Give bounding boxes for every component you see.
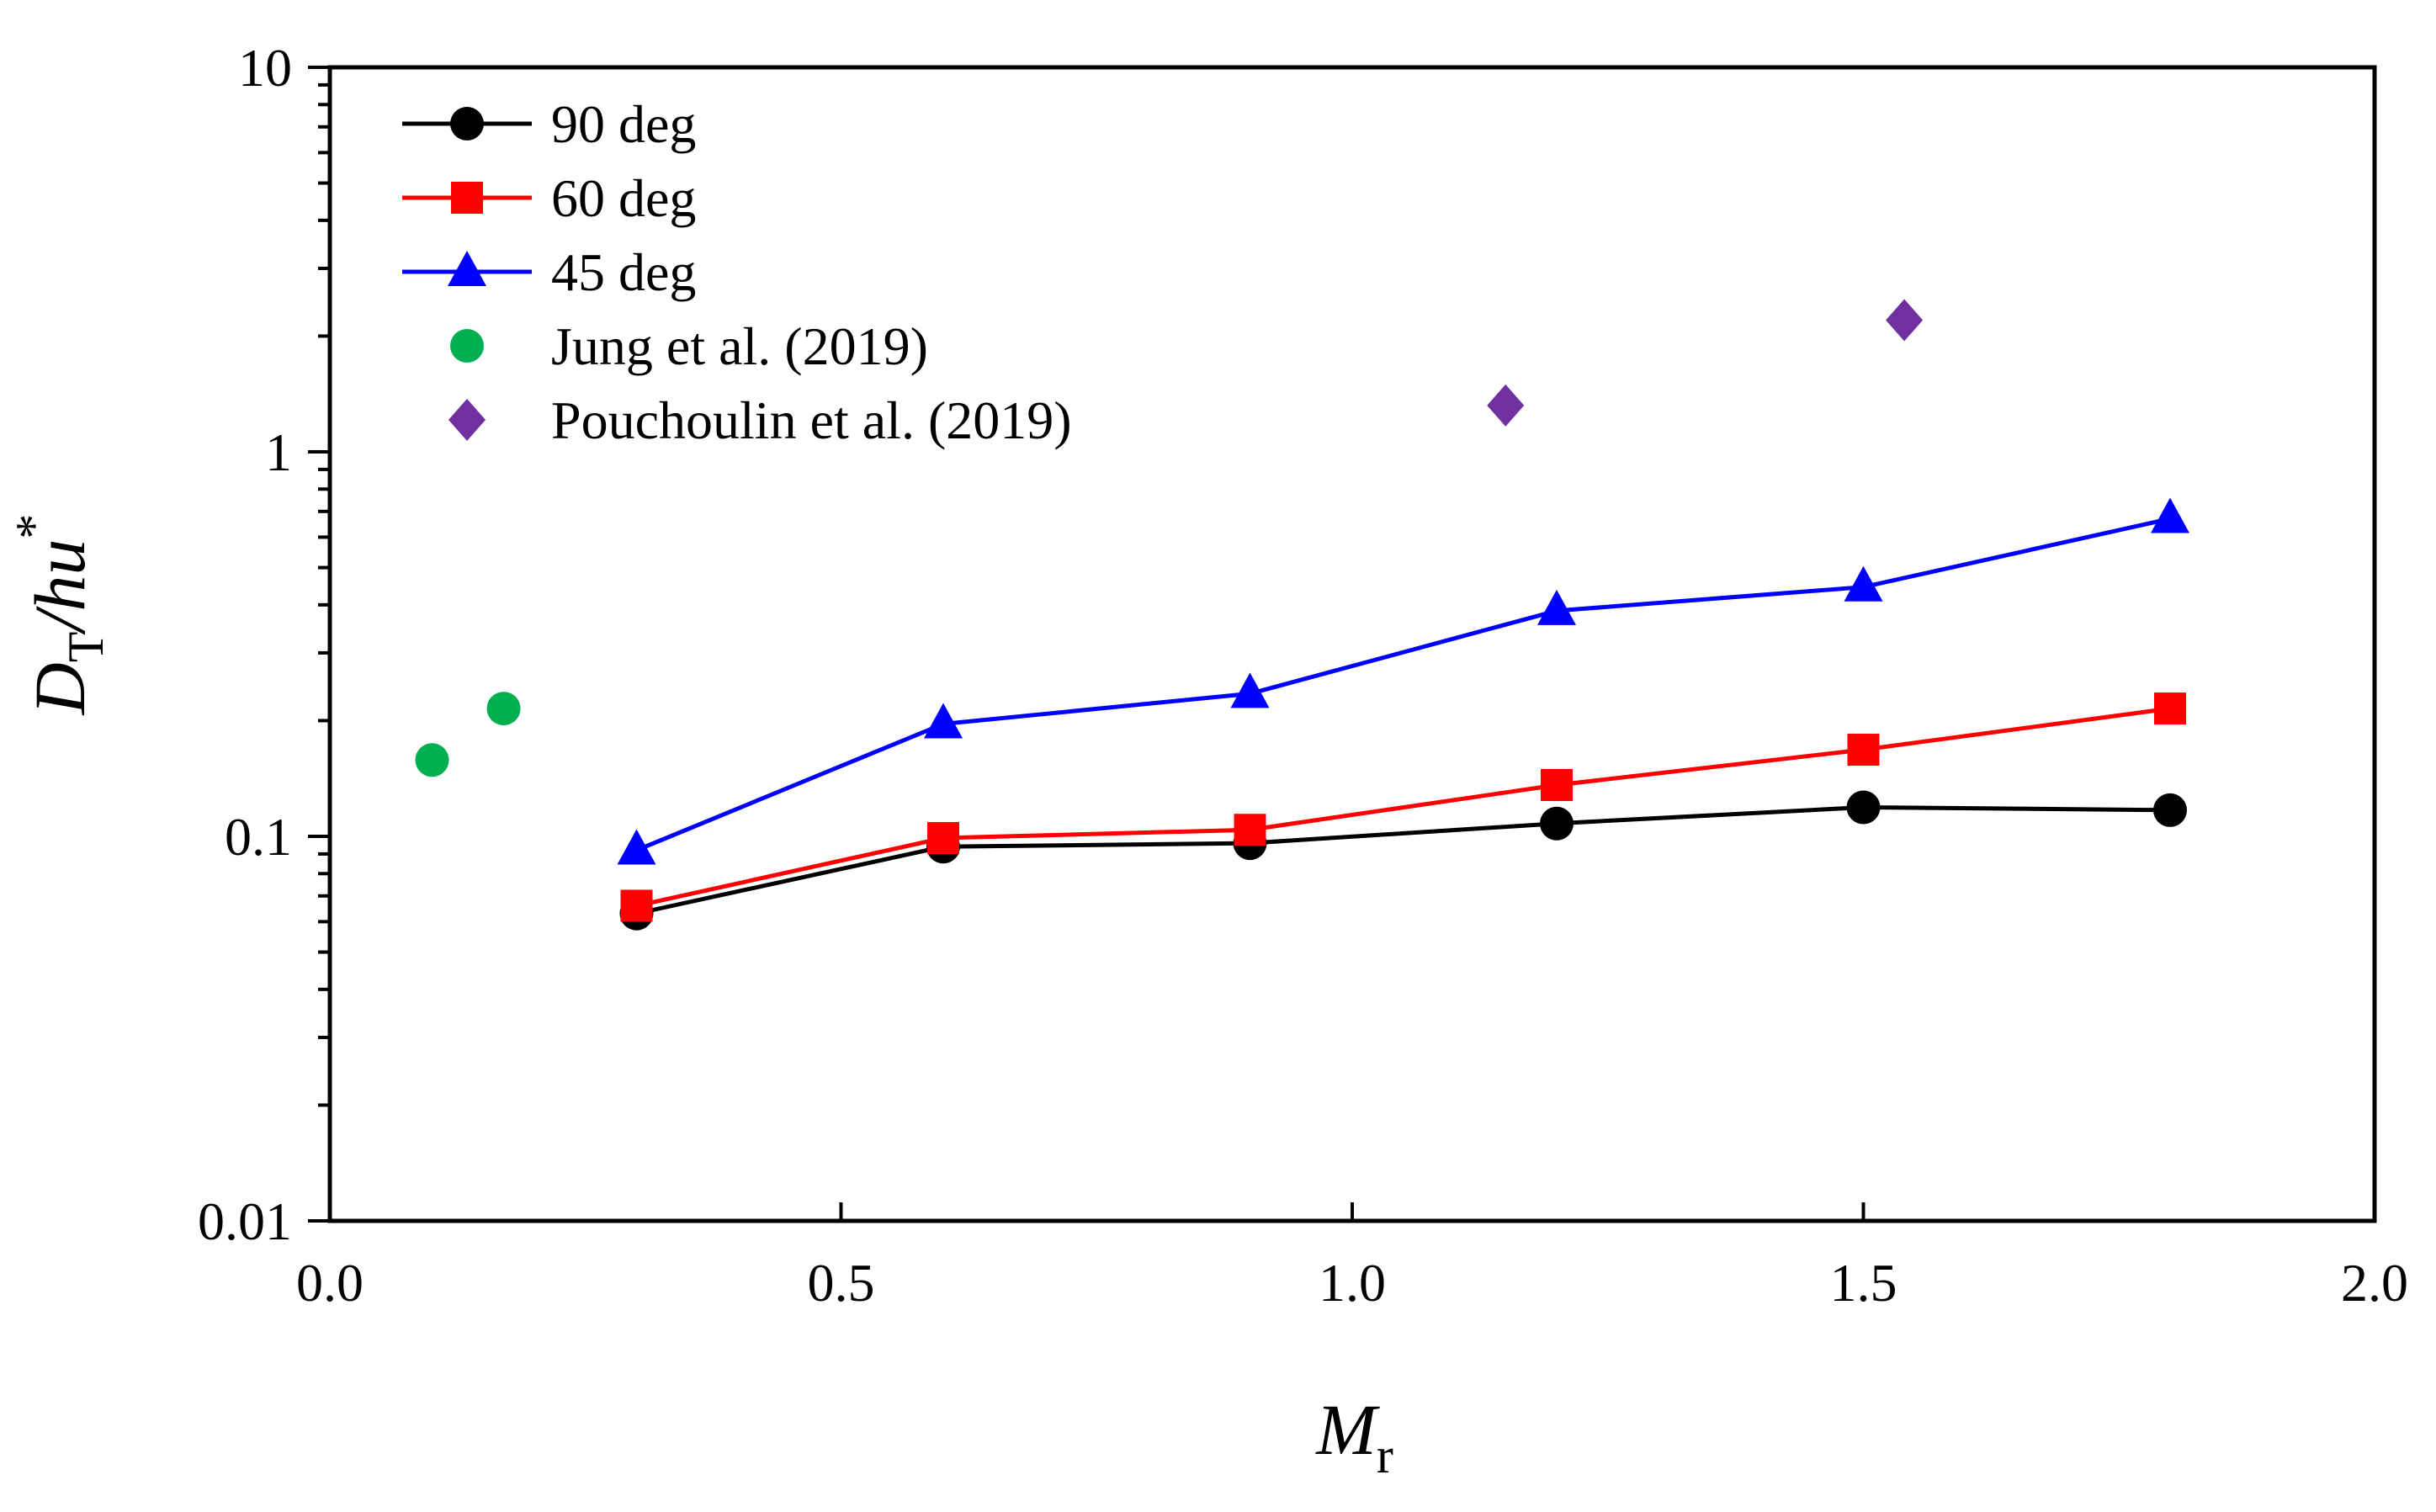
plot-border bbox=[327, 65, 2377, 1223]
data-point bbox=[415, 743, 449, 777]
series-0 bbox=[619, 790, 2187, 931]
data-point bbox=[1540, 806, 1574, 841]
y-tick-label: 10 bbox=[238, 38, 292, 98]
x-axis-title: Mr bbox=[1314, 1389, 1393, 1483]
x-tick-label: 0.0 bbox=[296, 1253, 364, 1313]
data-point bbox=[924, 703, 963, 739]
series-layer bbox=[415, 299, 2189, 931]
y-axis-ticks: 0.01 0.1 1 10 bbox=[198, 38, 330, 1251]
legend-marker bbox=[451, 182, 483, 214]
y-tick-label: 0.1 bbox=[225, 807, 292, 867]
y-tick-label: 1 bbox=[265, 422, 292, 482]
series-4 bbox=[1487, 299, 1924, 427]
series-2 bbox=[617, 497, 2189, 865]
legend-marker bbox=[450, 329, 484, 363]
y-axis-title: DT/hu* bbox=[6, 514, 114, 716]
data-point bbox=[1230, 672, 1270, 708]
series-line bbox=[635, 517, 2171, 852]
legend-item: 60 deg bbox=[402, 168, 696, 228]
data-point bbox=[1487, 384, 1525, 427]
legend-marker bbox=[448, 399, 486, 441]
data-point bbox=[1847, 734, 1880, 767]
legend-label: Jung et al. (2019) bbox=[551, 316, 928, 376]
series-line bbox=[635, 706, 2171, 908]
data-point bbox=[2151, 497, 2189, 533]
series-3 bbox=[415, 692, 521, 777]
legend-marker bbox=[448, 251, 486, 286]
y-tick-label: 0.01 bbox=[198, 1191, 292, 1251]
legend-item: 90 deg bbox=[402, 94, 696, 154]
x-axis-ticks: 0.0 0.5 1.0 1.5 2.0 bbox=[296, 1202, 2408, 1313]
data-point bbox=[2153, 793, 2187, 827]
series-line bbox=[635, 804, 2171, 916]
legend-label: 45 deg bbox=[551, 242, 696, 302]
data-point bbox=[1541, 768, 1573, 801]
legend-item: Pouchoulin et al. (2019) bbox=[448, 390, 1072, 450]
legend-item: 45 deg bbox=[402, 242, 696, 302]
legend: 90 deg 60 deg 45 deg Jung et al. (2019) Pouc… bbox=[402, 94, 1072, 450]
data-point bbox=[1846, 790, 1881, 825]
legend-item: Jung et al. (2019) bbox=[450, 316, 928, 376]
x-tick-label: 0.5 bbox=[808, 1253, 875, 1313]
data-point bbox=[1844, 565, 1883, 602]
legend-label: 60 deg bbox=[551, 168, 696, 228]
x-tick-label: 1.0 bbox=[1319, 1253, 1386, 1313]
data-point bbox=[1886, 299, 1924, 342]
data-point bbox=[486, 692, 521, 726]
x-tick-label: 1.5 bbox=[1830, 1253, 1897, 1313]
x-tick-label: 2.0 bbox=[2341, 1253, 2408, 1313]
legend-label: Pouchoulin et al. (2019) bbox=[551, 390, 1072, 450]
data-point bbox=[1234, 814, 1266, 846]
data-point bbox=[620, 889, 653, 922]
legend-label: 90 deg bbox=[551, 94, 696, 154]
data-point bbox=[617, 829, 656, 865]
series-1 bbox=[620, 692, 2186, 922]
data-point bbox=[2154, 692, 2186, 725]
data-point bbox=[927, 821, 959, 854]
data-point bbox=[1537, 589, 1576, 625]
legend-marker bbox=[450, 107, 484, 141]
plot-frame bbox=[327, 65, 2377, 1223]
